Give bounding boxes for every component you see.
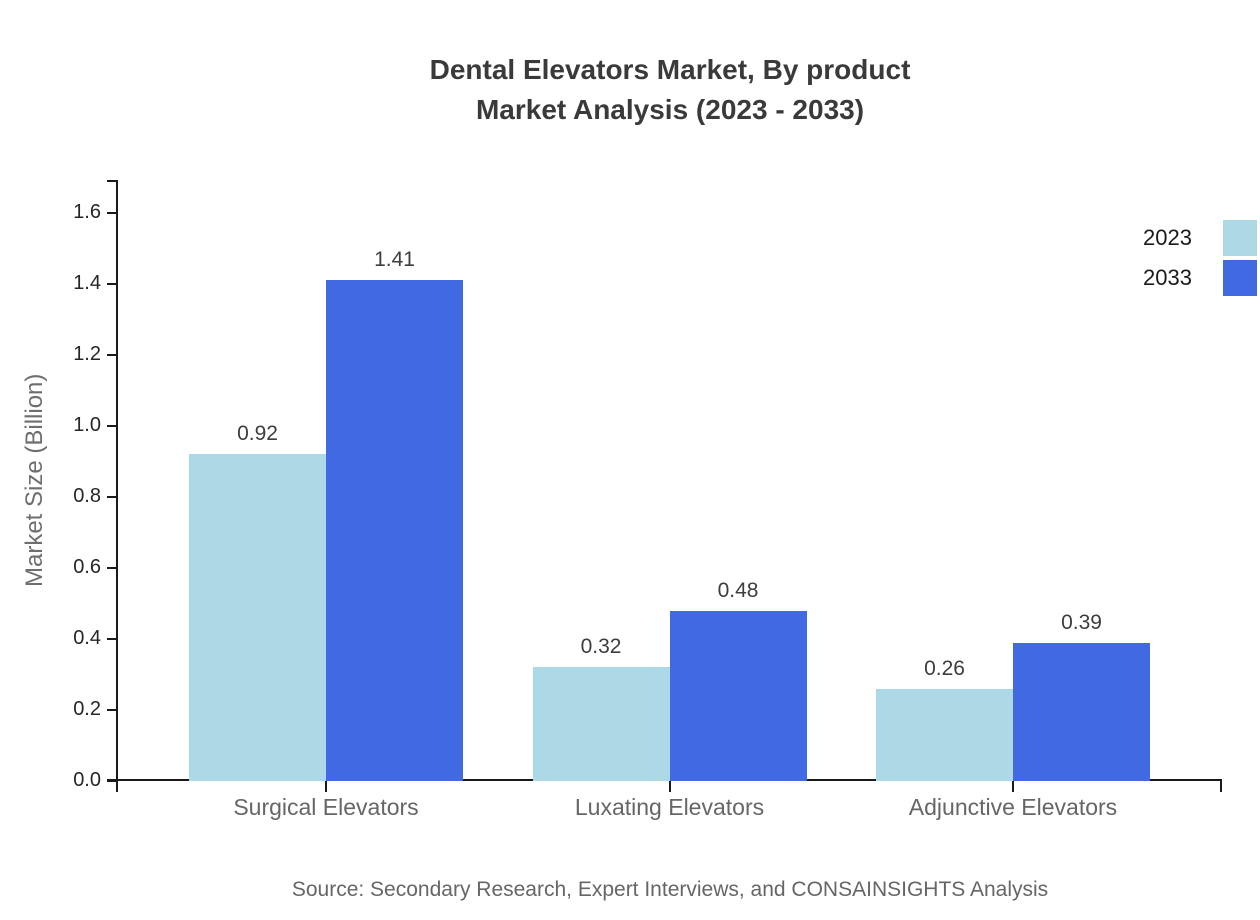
legend-item-2023: 2023: [1143, 220, 1257, 256]
y-tick: [107, 212, 118, 214]
bar-surgical-elevators-2033: [326, 280, 463, 781]
y-tick: [107, 425, 118, 427]
x-tick: [1012, 781, 1014, 792]
legend-swatch-2023: [1223, 220, 1257, 256]
bar-luxating-elevators-2023: [532, 667, 670, 781]
legend-label-2033: 2033: [1143, 265, 1192, 290]
legend-item-2033: 2033: [1143, 260, 1257, 296]
bar-adjunctive-elevators-2023: [876, 688, 1013, 781]
category-label-surgical-elevators: Surgical Elevators: [233, 794, 419, 820]
plot-area: 0.0 0.2 0.4 0.6 0.8 1.0 1.2 1.4 1.6 0.92 1.41 Surgi…: [73, 180, 1222, 820]
bar-surgical-elevators-2023: [189, 454, 326, 781]
y-tick: [107, 709, 118, 711]
legend-swatch-2033: [1223, 260, 1257, 296]
bar-adjunctive-elevators-2033: [1013, 642, 1150, 781]
y-tick: [107, 780, 118, 782]
value-label-adjunctive-elevators-2023: 0.26: [924, 656, 965, 680]
category-label-luxating-elevators: Luxating Elevators: [574, 794, 765, 820]
value-label-luxating-elevators-2033: 0.48: [717, 578, 759, 602]
y-tick-label: 1.6: [73, 201, 101, 223]
bar-luxating-elevators-2033: [669, 610, 807, 781]
legend-label-2023: 2023: [1143, 225, 1192, 250]
y-tick-label: 1.4: [73, 272, 101, 294]
legend: 2023 2033: [1143, 220, 1257, 296]
y-axis-line: [116, 180, 118, 792]
source-attribution: Source: Secondary Research, Expert Inter…: [291, 878, 1049, 901]
y-tick-label: 0.8: [73, 485, 101, 507]
value-label-surgical-elevators-2023: 0.92: [237, 422, 278, 446]
category-label-adjunctive-elevators: Adjunctive Elevators: [908, 794, 1118, 820]
y-tick: [107, 283, 118, 285]
x-tick: [668, 781, 671, 792]
y-tick-label: 0.4: [73, 627, 101, 649]
value-label-adjunctive-elevators-2033: 0.39: [1061, 610, 1102, 634]
y-tick-label: 0.0: [73, 769, 101, 791]
y-tick: [107, 567, 118, 569]
y-tick-label: 1.2: [73, 343, 101, 365]
chart-title-line1: Dental Elevators Market, By product: [429, 54, 911, 85]
chart-title-line2: Market Analysis (2023 - 2033): [475, 94, 865, 125]
chart-title: Dental Elevators Market, By product Mark…: [118, 50, 1222, 130]
y-tick-label: 0.2: [73, 698, 101, 720]
y-tick: [107, 496, 118, 498]
x-tick: [325, 781, 327, 792]
value-label-surgical-elevators-2033: 1.41: [374, 248, 415, 272]
y-tick: [107, 354, 118, 356]
value-label-luxating-elevators-2023: 0.32: [580, 635, 622, 659]
y-tick: [107, 638, 118, 640]
y-tick-label: 1.0: [73, 414, 101, 436]
y-axis-top-cap: [107, 180, 118, 182]
y-tick-label: 0.6: [73, 556, 101, 578]
x-axis-end-cap: [1220, 781, 1222, 792]
y-axis-label: Market Size (Billion): [21, 373, 48, 588]
